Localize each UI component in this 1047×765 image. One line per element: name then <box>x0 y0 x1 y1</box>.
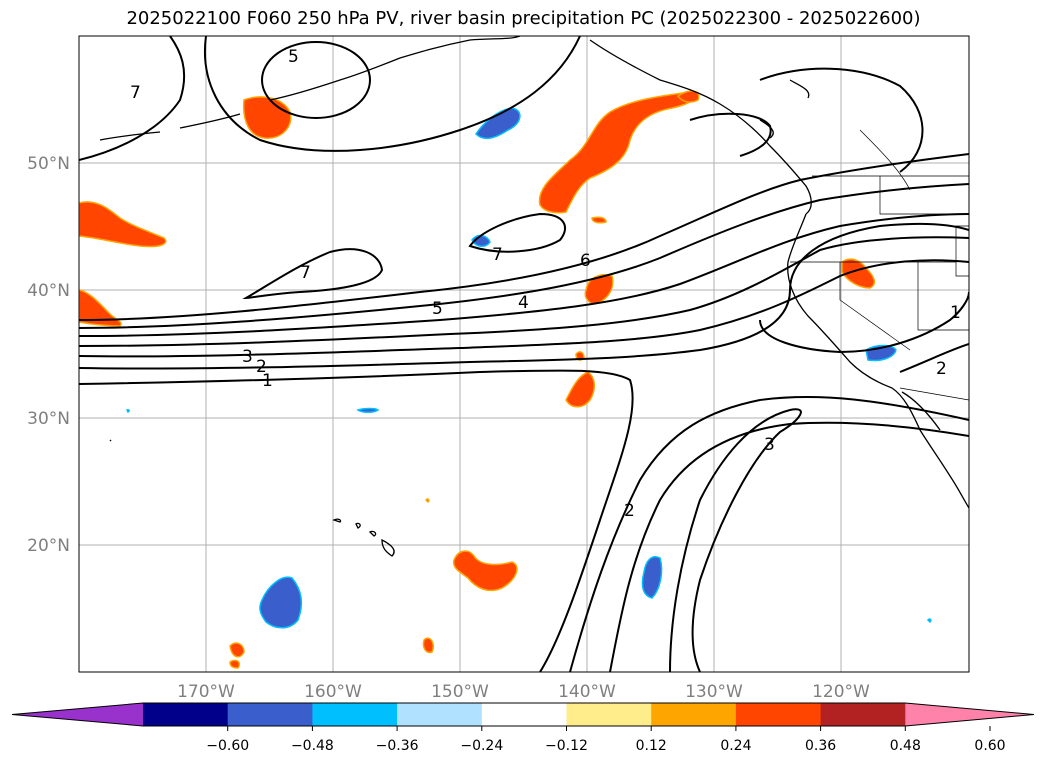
precip-patch <box>641 556 663 599</box>
map-frame <box>78 35 970 673</box>
colorbar-extend-min <box>12 703 143 726</box>
contour-label: 3 <box>242 347 253 367</box>
lat-tick-label: 20°N <box>27 536 70 556</box>
precip-patch <box>79 289 122 327</box>
lat-tick-label: 40°N <box>27 281 70 301</box>
coastlines <box>99 36 969 557</box>
colorbar-tick-label: 0.12 <box>636 738 667 754</box>
contour-label: 4 <box>518 293 529 313</box>
contour-label: 3 <box>764 435 775 455</box>
lat-tick-label: 50°N <box>27 154 70 174</box>
lon-tick-label: 150°W <box>431 682 489 702</box>
precip-patch <box>452 550 518 592</box>
colorbar-segment <box>312 703 398 726</box>
colorbar-segment <box>735 703 822 726</box>
lon-tick-label: 160°W <box>304 682 362 702</box>
colorbar-tick-label: 0.36 <box>805 738 836 754</box>
precip-patch <box>591 216 607 224</box>
colorbar-extend-max <box>905 703 1034 726</box>
colorbar-tick-label: −0.60 <box>206 738 249 754</box>
colorbar-tick-label: −0.24 <box>460 738 503 754</box>
precip-patch <box>229 659 241 669</box>
precip-patch <box>259 576 303 629</box>
precip-patch <box>356 407 380 413</box>
contour-label: 5 <box>432 299 443 319</box>
colorbar-tick-label: −0.36 <box>376 738 419 754</box>
contour-label: 2 <box>624 501 635 521</box>
lon-tick-label: 140°W <box>558 682 616 702</box>
precip-patch <box>676 90 700 103</box>
precip-patch <box>926 618 932 624</box>
map-title: 2025022100 F060 250 hPa PV, river basin … <box>126 8 921 29</box>
contour-label: 7 <box>130 83 141 103</box>
contour-label: 5 <box>288 47 299 67</box>
colorbar-segment <box>397 703 483 726</box>
colorbar-tick-label: −0.12 <box>545 738 588 754</box>
contour-label: 1 <box>262 371 273 391</box>
colorbar-tick-label: −0.48 <box>291 738 334 754</box>
precip-patch <box>538 91 695 214</box>
colorbar-segment <box>651 703 737 726</box>
contour-label: 7 <box>300 263 311 283</box>
precip-patch <box>125 409 130 414</box>
colorbar-tick-label: 0.24 <box>720 738 751 754</box>
colorbar-segment <box>566 703 652 726</box>
contour-label: 2 <box>256 357 267 377</box>
colorbar-tick-label: 0.48 <box>890 738 921 754</box>
precip-patch <box>79 201 167 248</box>
contour-label: 6 <box>580 251 591 271</box>
colorbar-segment <box>227 703 313 726</box>
precip-patch <box>841 258 876 289</box>
colorbar-outline <box>11 702 1035 727</box>
contour-label: 1 <box>950 303 961 323</box>
precip-patch <box>422 637 435 654</box>
colorbar-segment <box>481 703 567 726</box>
precip-patch <box>584 274 614 305</box>
lon-tick-label: 130°W <box>685 682 743 702</box>
pv-contours <box>79 36 969 672</box>
precip-patch <box>229 642 245 658</box>
pv-contour-labels: 5 7 7 7 6 5 4 3 2 1 1 2 2 3 <box>130 47 961 521</box>
contour-label: 7 <box>492 245 503 265</box>
lon-tick-label: 170°W <box>177 682 235 702</box>
lon-tick-label: 120°W <box>812 682 870 702</box>
map-plot-area: 5 7 7 7 6 5 4 3 2 1 1 2 2 3 <box>79 36 969 672</box>
lat-tick-label: 30°N <box>27 409 70 429</box>
colorbar-segment <box>820 703 906 726</box>
precip-patch <box>565 371 595 408</box>
colorbar: −0.60 −0.48 −0.36 −0.24 −0.12 0.12 0.24 0.36 0.4… <box>11 702 1035 754</box>
colorbar-tick-label: 0.60 <box>974 738 1005 754</box>
precip-patch <box>424 498 430 504</box>
colorbar-segment <box>143 703 229 726</box>
longitude-axis: 170°W 160°W 150°W 140°W 130°W 120°W <box>177 682 870 702</box>
contour-label: 2 <box>936 359 947 379</box>
latitude-axis: 50°N 40°N 30°N 20°N <box>27 154 70 556</box>
